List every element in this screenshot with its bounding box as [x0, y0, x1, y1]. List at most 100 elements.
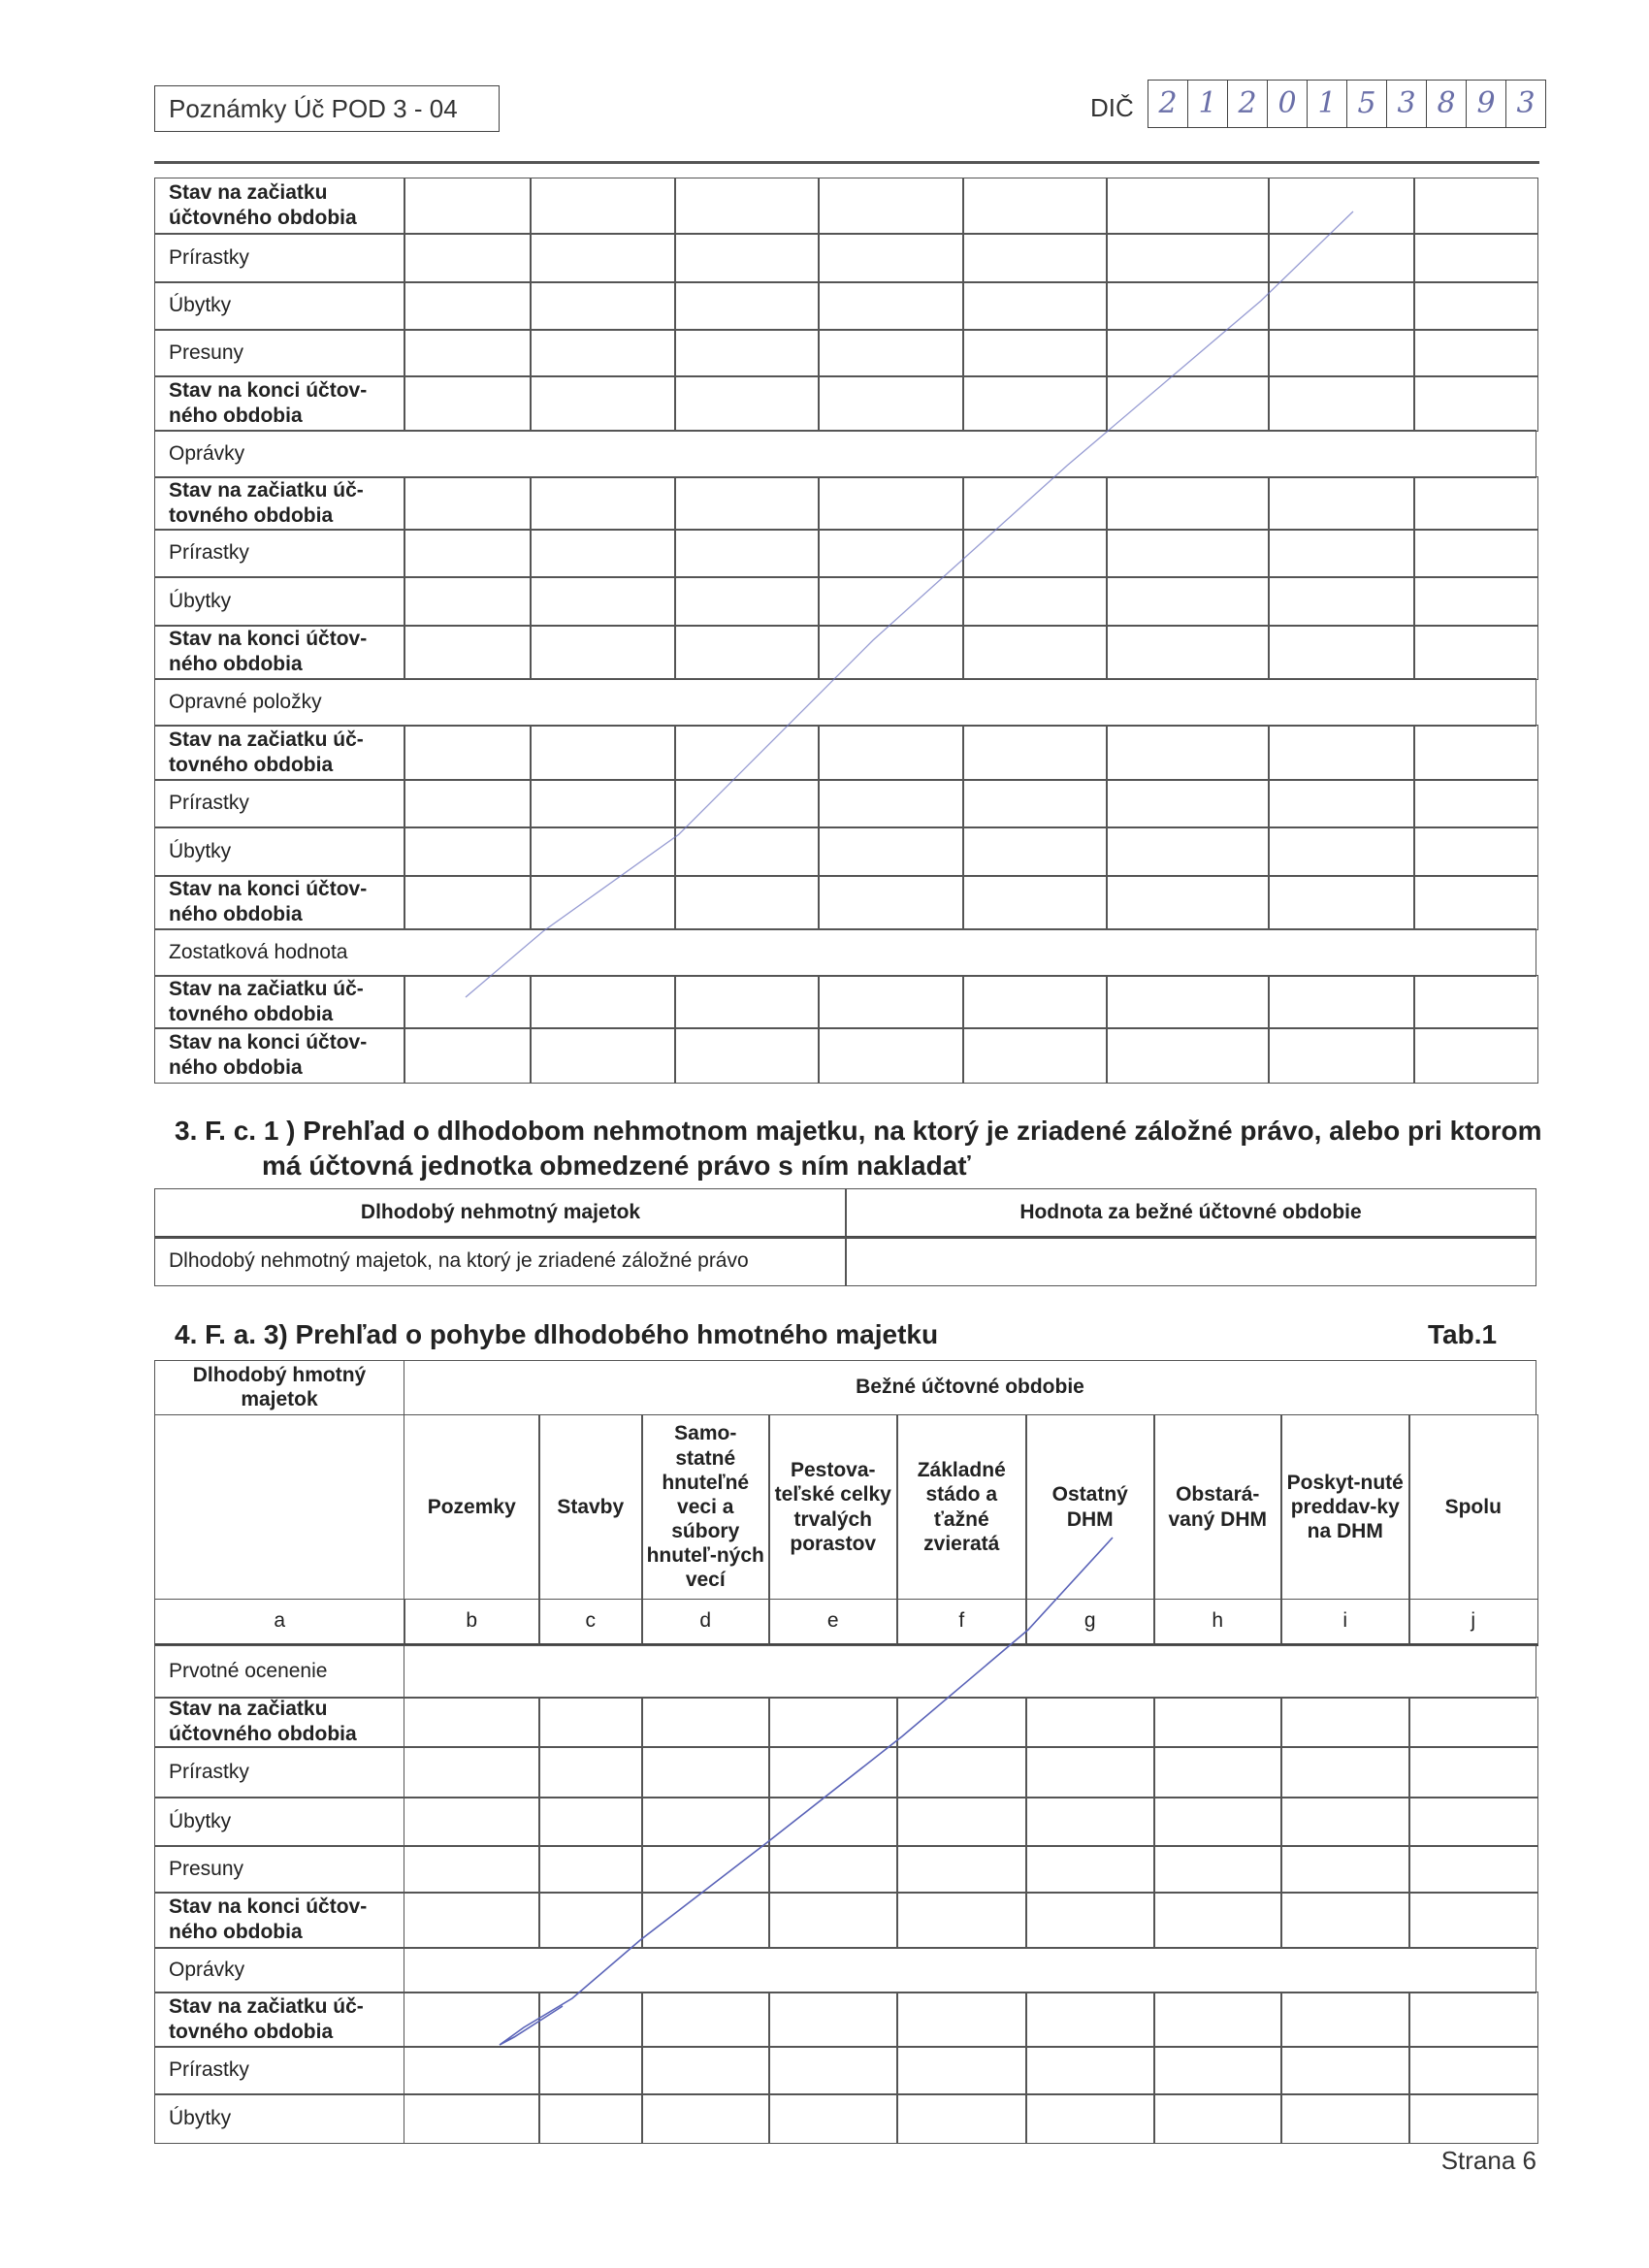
value-cell[interactable] — [641, 1892, 770, 1949]
value-cell[interactable] — [538, 2093, 643, 2144]
value-cell[interactable] — [1413, 725, 1538, 781]
value-cell[interactable] — [641, 1697, 770, 1748]
value-cell[interactable] — [1408, 1746, 1538, 1798]
value-cell[interactable] — [538, 1845, 643, 1894]
value-cell[interactable] — [674, 281, 820, 331]
value-cell[interactable] — [1408, 1697, 1538, 1748]
value-cell[interactable] — [674, 1027, 820, 1084]
value-cell[interactable] — [896, 1746, 1027, 1798]
value-cell[interactable] — [768, 2093, 898, 2144]
value-cell[interactable] — [674, 476, 820, 531]
value-cell[interactable] — [674, 233, 820, 283]
value-cell[interactable] — [530, 281, 676, 331]
value-cell[interactable] — [896, 1892, 1027, 1949]
value-cell[interactable] — [962, 281, 1108, 331]
value-cell[interactable] — [530, 329, 676, 377]
value-cell[interactable] — [962, 375, 1108, 432]
value-cell[interactable] — [1153, 1797, 1282, 1847]
value-cell[interactable] — [674, 725, 820, 781]
value-cell[interactable] — [1280, 1892, 1410, 1949]
value-cell[interactable] — [768, 1746, 898, 1798]
value-cell[interactable] — [530, 576, 676, 627]
value-cell[interactable] — [1025, 1845, 1155, 1894]
value-cell[interactable] — [1106, 375, 1270, 432]
value-cell[interactable] — [1153, 1746, 1282, 1798]
value-cell[interactable] — [1408, 1797, 1538, 1847]
value-cell[interactable] — [404, 625, 532, 680]
value-cell[interactable] — [768, 1992, 898, 2048]
value-cell[interactable] — [404, 1845, 540, 1894]
value-cell[interactable] — [674, 576, 820, 627]
value-cell[interactable] — [818, 281, 964, 331]
value-cell[interactable] — [818, 725, 964, 781]
value-cell[interactable] — [674, 975, 820, 1029]
value-cell[interactable] — [1280, 1746, 1410, 1798]
value-cell[interactable] — [962, 576, 1108, 627]
value-cell[interactable] — [538, 1797, 643, 1847]
value-cell[interactable] — [1280, 1992, 1410, 2048]
value-cell[interactable] — [1413, 476, 1538, 531]
value-cell[interactable] — [1025, 2093, 1155, 2144]
value-cell[interactable] — [818, 476, 964, 531]
value-cell[interactable] — [818, 233, 964, 283]
value-cell[interactable] — [1413, 1027, 1538, 1084]
value-cell[interactable] — [1268, 529, 1415, 578]
value-cell[interactable] — [404, 1797, 540, 1847]
value-cell[interactable] — [1106, 975, 1270, 1029]
value-cell[interactable] — [1106, 329, 1270, 377]
value-cell[interactable] — [896, 2046, 1027, 2095]
value-cell[interactable] — [538, 1746, 643, 1798]
value-cell[interactable] — [1268, 1027, 1415, 1084]
value-cell[interactable] — [1408, 1892, 1538, 1949]
value-cell[interactable] — [896, 1797, 1027, 1847]
value-cell[interactable] — [962, 975, 1108, 1029]
value-cell[interactable] — [1106, 779, 1270, 828]
value-cell[interactable] — [404, 826, 532, 877]
value-cell[interactable] — [1280, 1845, 1410, 1894]
value-cell[interactable] — [1106, 233, 1270, 283]
value-cell[interactable] — [962, 476, 1108, 531]
value-cell[interactable] — [538, 2046, 643, 2095]
value-cell[interactable] — [962, 725, 1108, 781]
value-cell[interactable] — [1153, 1845, 1282, 1894]
value-cell[interactable] — [530, 975, 676, 1029]
value-cell[interactable] — [1408, 2093, 1538, 2144]
value-cell[interactable] — [1280, 2093, 1410, 2144]
value-cell[interactable] — [404, 1027, 532, 1084]
value-cell[interactable] — [962, 529, 1108, 578]
value-cell[interactable] — [404, 281, 532, 331]
value-cell[interactable] — [1413, 779, 1538, 828]
value-cell[interactable] — [404, 779, 532, 828]
value-cell[interactable] — [404, 725, 532, 781]
value-cell[interactable] — [1153, 2093, 1282, 2144]
value-cell[interactable] — [674, 329, 820, 377]
value-cell[interactable] — [641, 2093, 770, 2144]
value-cell[interactable] — [1268, 576, 1415, 627]
value-cell[interactable] — [1025, 1697, 1155, 1748]
value-cell[interactable] — [818, 975, 964, 1029]
value-cell[interactable] — [1025, 1797, 1155, 1847]
value-cell[interactable] — [1106, 875, 1270, 930]
value-cell[interactable] — [1413, 178, 1538, 235]
value-cell[interactable] — [530, 625, 676, 680]
value-cell[interactable] — [1025, 1746, 1155, 1798]
value-cell[interactable] — [768, 1697, 898, 1748]
value-cell[interactable] — [818, 529, 964, 578]
value-cell[interactable] — [1413, 329, 1538, 377]
value-cell[interactable] — [1413, 529, 1538, 578]
value-cell[interactable] — [1025, 1892, 1155, 1949]
value-cell[interactable] — [530, 779, 676, 828]
value-cell[interactable] — [404, 1697, 540, 1748]
value-cell[interactable] — [530, 875, 676, 930]
value-cell[interactable] — [538, 1992, 643, 2048]
value-cell[interactable] — [768, 1797, 898, 1847]
value-cell[interactable] — [818, 625, 964, 680]
value-cell[interactable] — [896, 1992, 1027, 2048]
value-cell[interactable] — [674, 178, 820, 235]
value-cell[interactable] — [1268, 975, 1415, 1029]
value-cell[interactable] — [962, 233, 1108, 283]
value-cell[interactable] — [538, 1697, 643, 1748]
value-cell[interactable] — [1413, 826, 1538, 877]
value-cell[interactable] — [818, 826, 964, 877]
value-cell[interactable] — [1413, 233, 1538, 283]
